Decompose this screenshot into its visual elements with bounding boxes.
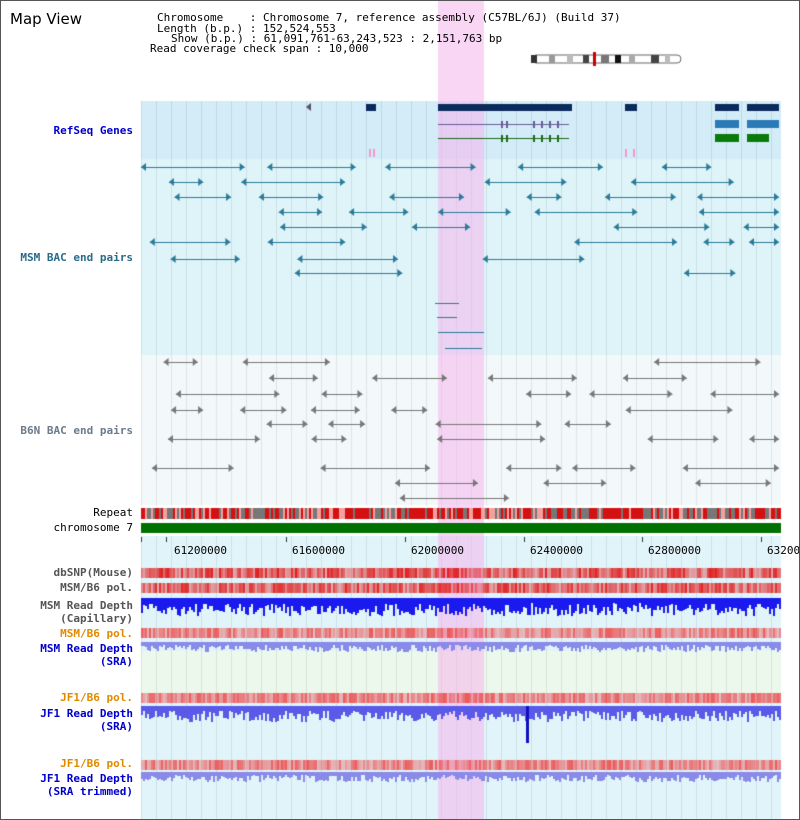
b6n-bac-label[interactable]: B6N BAC end pairs [20, 424, 133, 437]
view-title: Map View [10, 10, 83, 28]
msm-read-depth-capillary-label[interactable]: MSM Read Depth (Capillary) [40, 599, 133, 625]
repeat-label: Repeat [93, 506, 133, 519]
msm-bac-label[interactable]: MSM BAC end pairs [20, 251, 133, 264]
jf1-b6-pol-trimmed-label[interactable]: JF1/B6 pol. [60, 757, 133, 770]
jf1-b6-pol-label[interactable]: JF1/B6 pol. [60, 691, 133, 704]
axis-tick-label: 62000000 [411, 544, 464, 557]
coverage-span-info: Read coverage check span : 10,000 [150, 42, 369, 55]
msm-read-depth-capillary-line2: (Capillary) [60, 612, 133, 625]
msm-read-depth-sra-label[interactable]: MSM Read Depth (SRA) [40, 642, 133, 668]
axis-tick-label: 63200000 [767, 544, 800, 557]
refseq-genes-label[interactable]: RefSeq Genes [53, 124, 133, 137]
msm-read-depth-sra-line1: MSM Read Depth [40, 642, 133, 655]
msm-b6-pol-sra-label[interactable]: MSM/B6 pol. [60, 627, 133, 640]
chromosome-info: Chromosome : Chromosome 7, reference ass… [157, 11, 621, 24]
show-range-info: Show (b.p.) : 61,091,761-63,243,523 : 2,… [171, 32, 503, 45]
chromosome-label: chromosome 7 [53, 521, 133, 534]
jf1-read-depth-sra-label[interactable]: JF1 Read Depth (SRA) [40, 707, 133, 733]
jf1-read-depth-sra-line1: JF1 Read Depth [40, 707, 133, 720]
msm-read-depth-sra-line2: (SRA) [99, 655, 133, 668]
msm-b6-pol-label[interactable]: MSM/B6 pol. [60, 581, 133, 594]
dbsnp-label[interactable]: dbSNP(Mouse) [53, 566, 133, 579]
axis-tick-label: 62800000 [648, 544, 701, 557]
jf1-read-depth-trimmed-line1: JF1 Read Depth [40, 772, 133, 785]
jf1-read-depth-sra-line2: (SRA) [99, 720, 133, 733]
jf1-read-depth-trimmed-label[interactable]: JF1 Read Depth (SRA trimmed) [40, 772, 133, 798]
jf1-read-depth-trimmed-line2: (SRA trimmed) [46, 785, 133, 798]
axis-tick-label: 61200000 [174, 544, 227, 557]
axis-tick-label: 61600000 [292, 544, 345, 557]
axis-tick-label: 62400000 [530, 544, 583, 557]
msm-read-depth-capillary-line1: MSM Read Depth [40, 599, 133, 612]
length-info: Length (b.p.) : 152,524,553 [157, 22, 336, 35]
